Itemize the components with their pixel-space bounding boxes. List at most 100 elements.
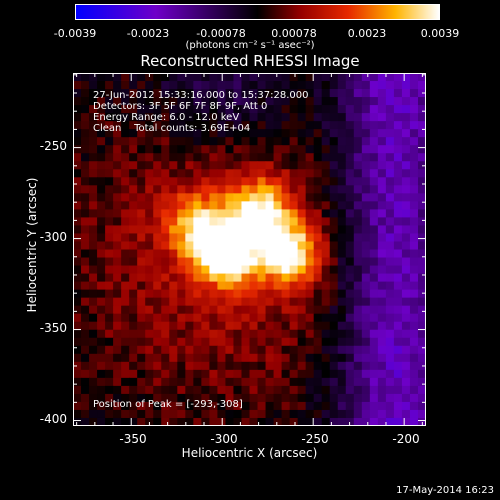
heatmap-cell <box>153 193 162 202</box>
heatmap-cell <box>193 321 202 331</box>
heatmap-cell <box>153 105 162 114</box>
heatmap-cell <box>329 417 339 426</box>
heatmap-cell <box>289 145 299 154</box>
heatmap-cell <box>345 329 355 339</box>
heatmap-cell <box>153 233 162 243</box>
heatmap-cell <box>417 225 426 235</box>
heatmap-cell <box>313 121 323 130</box>
heatmap-cell <box>401 241 411 251</box>
heatmap-cell <box>401 177 411 186</box>
heatmap-cell <box>265 337 275 347</box>
heatmap-cell <box>329 409 339 419</box>
heatmap-cell <box>409 385 419 395</box>
heatmap-cell <box>361 81 371 90</box>
heatmap-cell <box>73 129 82 138</box>
heatmap-cell <box>385 257 395 267</box>
heatmap-cell <box>233 281 243 291</box>
heatmap-cell <box>233 105 243 114</box>
heatmap-cell <box>225 385 235 395</box>
heatmap-cell <box>193 145 202 154</box>
annotation-detectors: Detectors: 3F 5F 6F 7F 8F 9F, Att 0 <box>93 101 268 112</box>
heatmap-cell <box>337 393 347 403</box>
heatmap-cell <box>297 233 307 243</box>
heatmap-cell <box>393 385 403 395</box>
heatmap-cell <box>409 169 419 178</box>
heatmap-cell <box>385 217 395 227</box>
heatmap-cell <box>305 193 315 202</box>
heatmap-cell <box>209 201 219 210</box>
heatmap-cell <box>177 121 186 130</box>
heatmap-cell <box>89 97 98 106</box>
heatmap-cell <box>257 257 267 267</box>
heatmap-cell <box>185 313 194 323</box>
heatmap-cell <box>321 201 331 210</box>
heatmap-cell <box>193 289 202 299</box>
heatmap-cell <box>177 393 186 403</box>
heatmap-cell <box>209 225 219 235</box>
heatmap-cell <box>121 105 130 114</box>
heatmap-cell <box>345 177 355 186</box>
heatmap-cell <box>417 313 426 323</box>
heatmap-cell <box>241 233 251 243</box>
heatmap-cell <box>121 401 130 411</box>
heatmap-cell <box>241 89 251 98</box>
heatmap-cell <box>153 393 162 403</box>
heatmap-cell <box>297 369 307 379</box>
heatmap-cell <box>385 185 395 194</box>
heatmap-cell <box>145 81 154 90</box>
heatmap-cell <box>201 265 210 275</box>
heatmap-cell <box>113 129 122 138</box>
heatmap-cell <box>97 345 106 355</box>
heatmap-cell <box>193 225 202 235</box>
heatmap-cell <box>209 409 219 419</box>
heatmap-cell <box>177 313 186 323</box>
heatmap-cell <box>321 193 331 202</box>
heatmap-cell <box>345 337 355 347</box>
heatmap-cell <box>201 249 210 259</box>
heatmap-cell <box>265 89 275 98</box>
heatmap-cell <box>89 81 98 90</box>
heatmap-cell <box>353 281 363 291</box>
heatmap-cell <box>113 169 122 178</box>
heatmap-cell <box>217 369 227 379</box>
heatmap-cell <box>81 153 90 162</box>
heatmap-cell <box>385 209 395 219</box>
heatmap-cell <box>145 345 154 355</box>
heatmap-cell <box>417 89 426 98</box>
heatmap-cell <box>329 305 339 315</box>
heatmap-cell <box>137 401 146 411</box>
heatmap-cell <box>97 169 106 178</box>
heatmap-cell <box>169 417 178 426</box>
heatmap-cell <box>265 137 275 146</box>
heatmap-cell <box>337 217 347 227</box>
heatmap-cell <box>297 177 307 186</box>
heatmap-cell <box>137 161 146 170</box>
heatmap-cell <box>345 121 355 130</box>
heatmap-cell <box>137 193 146 202</box>
heatmap-cell <box>81 281 90 291</box>
heatmap-cell <box>73 409 82 419</box>
heatmap-cell <box>161 161 170 170</box>
heatmap-cell <box>145 185 154 194</box>
heatmap-cell <box>401 273 411 283</box>
heatmap-cell <box>417 81 426 90</box>
heatmap-cell <box>297 153 307 162</box>
heatmap-cell <box>369 105 379 114</box>
heatmap-cell <box>161 89 170 98</box>
heatmap-cell <box>129 249 138 259</box>
heatmap-cell <box>409 177 419 186</box>
heatmap-cell <box>129 377 138 387</box>
heatmap-cell <box>297 337 307 347</box>
heatmap-cell <box>161 209 170 219</box>
heatmap-cell <box>201 345 210 355</box>
heatmap-cell <box>113 249 122 259</box>
heatmap-cell <box>209 193 219 202</box>
heatmap-cell <box>337 305 347 315</box>
heatmap-cell <box>409 161 419 170</box>
heatmap-cell <box>97 401 106 411</box>
heatmap-cell <box>185 409 194 419</box>
heatmap-cell <box>129 129 138 138</box>
heatmap-cell <box>265 145 275 154</box>
heatmap-cell <box>169 337 178 347</box>
heatmap-cell <box>409 345 419 355</box>
